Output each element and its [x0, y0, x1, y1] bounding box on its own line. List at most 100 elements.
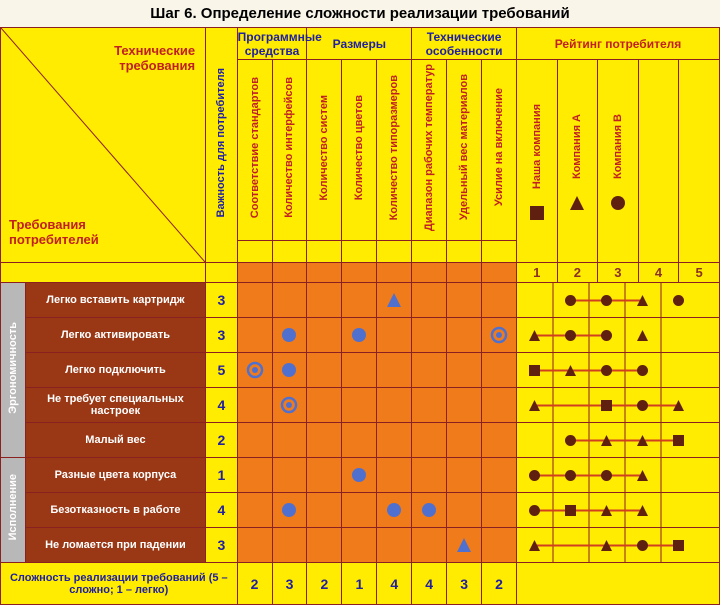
- matrix-cell: [447, 458, 482, 493]
- footer-val: 4: [377, 563, 412, 605]
- req-label: Малый вес: [25, 423, 205, 458]
- matrix-cell: [307, 458, 342, 493]
- diagonal-header: Технические требования Требования потреб…: [1, 28, 206, 263]
- rating-col: [679, 60, 720, 263]
- matrix-cell: [342, 458, 377, 493]
- matrix-cell: [482, 458, 517, 493]
- matrix-cell: [237, 283, 272, 318]
- matrix-cell: [412, 528, 447, 563]
- matrix-cell: [377, 353, 412, 388]
- matrix-cell: [447, 388, 482, 423]
- matrix-cell: [237, 493, 272, 528]
- req-label: Легко вставить картридж: [25, 283, 205, 318]
- rating-num: 2: [557, 263, 598, 283]
- matrix-cell: [482, 528, 517, 563]
- spacer: [272, 241, 307, 263]
- matrix-cell: [237, 318, 272, 353]
- side-group: Эргономичность: [1, 283, 26, 458]
- side-group: Исполнение: [1, 458, 26, 563]
- matrix-cell: [447, 283, 482, 318]
- matrix-cell: [482, 493, 517, 528]
- rating-num: 1: [516, 263, 557, 283]
- matrix-cell: [307, 388, 342, 423]
- importance-val: 3: [206, 283, 238, 318]
- tech-col: Количество цветов: [342, 60, 377, 241]
- spacer: [482, 241, 517, 263]
- tech-col: Количество типоразмеров: [377, 60, 412, 241]
- req-label: Не требует специальных настроек: [25, 388, 205, 423]
- spacer: [307, 241, 342, 263]
- rating-num: 3: [598, 263, 639, 283]
- rating-row: [516, 528, 719, 563]
- matrix-cell: [377, 318, 412, 353]
- matrix-cell: [482, 283, 517, 318]
- matrix-cell: [377, 458, 412, 493]
- spacer: [342, 241, 377, 263]
- matrix-cell: [342, 283, 377, 318]
- importance-val: 5: [206, 353, 238, 388]
- matrix-cell: [272, 353, 307, 388]
- header-group: Технические особенности: [412, 28, 517, 60]
- matrix-cell: [272, 388, 307, 423]
- matrix-cell: [377, 528, 412, 563]
- matrix-cell: [447, 423, 482, 458]
- spacer: [237, 241, 272, 263]
- matrix-cell: [237, 528, 272, 563]
- matrix-cell: [482, 423, 517, 458]
- req-label: Безотказность в работе: [25, 493, 205, 528]
- matrix-cell: [342, 493, 377, 528]
- page-title: Шаг 6. Определение сложности реализации …: [0, 0, 720, 27]
- footer-val: 2: [237, 563, 272, 605]
- matrix-cell: [307, 318, 342, 353]
- matrix-cell: [447, 493, 482, 528]
- importance-val: 4: [206, 388, 238, 423]
- matrix-cell: [272, 458, 307, 493]
- matrix-cell: [272, 493, 307, 528]
- header-group: Размеры: [307, 28, 412, 60]
- matrix-cell: [307, 528, 342, 563]
- importance-header: Важность для потребителя: [206, 28, 238, 263]
- matrix-cell: [412, 423, 447, 458]
- matrix-cell: [307, 283, 342, 318]
- matrix-cell: [412, 283, 447, 318]
- matrix-cell: [342, 388, 377, 423]
- matrix-cell: [307, 353, 342, 388]
- spacer: [377, 241, 412, 263]
- tech-col: Диапазон рабочих температур: [412, 60, 447, 241]
- matrix-cell: [412, 458, 447, 493]
- rating-row: [516, 318, 719, 353]
- matrix-cell: [447, 353, 482, 388]
- footer-blank: [516, 563, 719, 605]
- matrix-cell: [342, 423, 377, 458]
- rating-col: [638, 60, 679, 263]
- matrix-cell: [272, 528, 307, 563]
- matrix-cell: [412, 493, 447, 528]
- matrix-cell: [447, 528, 482, 563]
- matrix-cell: [412, 318, 447, 353]
- matrix-cell: [412, 353, 447, 388]
- footer-val: 3: [272, 563, 307, 605]
- spacer: [447, 241, 482, 263]
- req-label: Легко активировать: [25, 318, 205, 353]
- importance-val: 1: [206, 458, 238, 493]
- footer-label: Сложность реализации требований (5 – сло…: [1, 563, 238, 605]
- tech-col: Количество интерфейсов: [272, 60, 307, 241]
- matrix-cell: [307, 493, 342, 528]
- importance-val: 3: [206, 528, 238, 563]
- matrix-cell: [447, 318, 482, 353]
- matrix-cell: [237, 423, 272, 458]
- matrix-cell: [237, 353, 272, 388]
- rating-row: [516, 458, 719, 493]
- matrix-cell: [307, 423, 342, 458]
- rating-row: [516, 423, 719, 458]
- spacer: [1, 263, 206, 283]
- footer-val: 2: [307, 563, 342, 605]
- rating-num: 5: [679, 263, 720, 283]
- footer-val: 1: [342, 563, 377, 605]
- matrix-cell: [272, 318, 307, 353]
- importance-val: 3: [206, 318, 238, 353]
- rating-row: [516, 388, 719, 423]
- header-group: Программные средства: [237, 28, 307, 60]
- spacer: [412, 241, 447, 263]
- rating-col: Компания А: [557, 60, 598, 263]
